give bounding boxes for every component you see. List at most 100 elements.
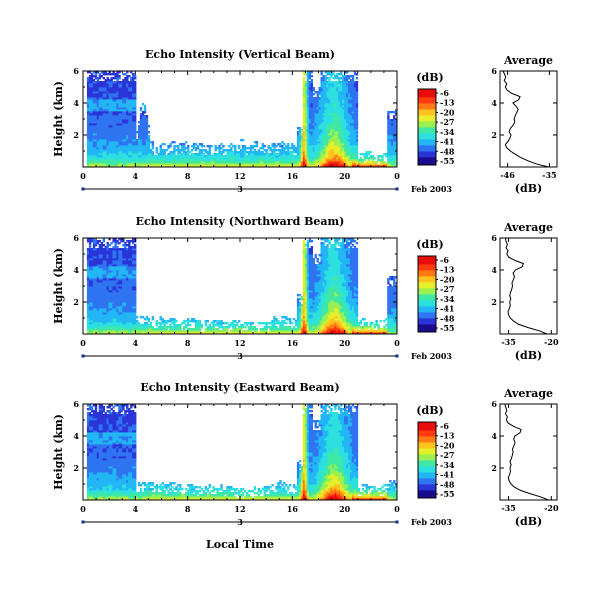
heatmap-cell (126, 141, 129, 144)
heatmap-cell (336, 111, 339, 114)
heatmap-cell (236, 161, 239, 164)
heatmap-cell (328, 153, 331, 156)
heatmap-cell (86, 133, 90, 136)
heatmap-cell (171, 318, 174, 321)
heatmap-cell (155, 157, 158, 160)
heatmap-cell (143, 157, 147, 160)
heatmap-cell (218, 161, 221, 164)
heatmap-cell (314, 115, 317, 118)
heatmap-cell (306, 139, 310, 142)
heatmap-cell (214, 149, 217, 152)
heatmap-cell (102, 129, 105, 132)
heatmap-cell (349, 145, 353, 148)
heatmap-cell (141, 145, 145, 148)
heatmap-cell (389, 141, 392, 144)
heatmap-cell (298, 151, 302, 154)
heatmap-cell (100, 324, 104, 327)
heatmap-cell (92, 123, 96, 126)
heatmap-cell (126, 101, 129, 104)
heatmap-cell (108, 312, 111, 315)
heatmap-cell (88, 312, 92, 315)
heatmap-cell (208, 159, 211, 162)
heatmap-cell (116, 129, 119, 132)
heatmap-cell (92, 71, 96, 74)
heatmap-cell (228, 145, 231, 148)
heatmap-cell (345, 127, 349, 130)
heatmap-cell (322, 151, 325, 154)
heatmap-cell (110, 131, 113, 134)
heatmap-cell (130, 125, 133, 128)
heatmap-cell (118, 250, 121, 253)
heatmap-cell (130, 254, 133, 257)
heatmap-cell (220, 155, 223, 158)
heatmap-cell (128, 75, 131, 78)
heatmap-cell (334, 95, 337, 98)
heatmap-cell (336, 127, 339, 130)
heatmap-cell (375, 161, 378, 164)
heatmap-cell (328, 125, 331, 128)
heatmap-cell (86, 103, 90, 106)
heatmap-cell (312, 149, 315, 152)
heatmap-cell (98, 127, 102, 130)
heatmap-cell (355, 77, 359, 80)
heatmap-cell (102, 91, 105, 94)
heatmap-cell (253, 165, 257, 168)
heatmap-cell (128, 266, 131, 269)
heatmap-cell (302, 99, 306, 102)
heatmap-cell (110, 288, 113, 291)
heatmap-cell (102, 250, 105, 253)
heatmap-cell (88, 268, 92, 271)
heatmap-cell (116, 240, 119, 243)
heatmap-cell (328, 151, 331, 154)
heatmap-cell (98, 294, 102, 297)
heatmap-cell (108, 304, 111, 307)
heatmap-cell (88, 324, 92, 327)
heatmap-cell (334, 131, 337, 134)
heatmap-cell (118, 292, 121, 295)
heatmap-cell (134, 155, 137, 158)
heatmap-cell (318, 163, 321, 166)
heatmap-cell (90, 119, 94, 122)
heatmap-cell (98, 290, 102, 293)
heatmap-cell (192, 155, 196, 158)
heatmap-cell (183, 165, 186, 168)
heatmap-cell (324, 127, 327, 130)
heatmap-cell (98, 316, 102, 319)
heatmap-cell (318, 111, 321, 114)
heatmap-cell (106, 105, 109, 108)
heatmap-cell (124, 278, 127, 281)
heatmap-cell (393, 135, 396, 138)
heatmap-cell (265, 165, 268, 168)
heatmap-cell (86, 161, 90, 164)
heatmap-cell (118, 91, 121, 94)
colorbar-segment (418, 149, 436, 152)
heatmap-cell (318, 131, 321, 134)
heatmap-cell (90, 125, 94, 128)
heatmap-cell (308, 71, 312, 74)
heatmap-cell (108, 296, 111, 299)
heatmap-cell (342, 121, 345, 124)
heatmap-cell (106, 280, 109, 283)
heatmap-cell (114, 278, 117, 281)
heatmap-cell (279, 145, 282, 148)
heatmap-cell (340, 95, 343, 98)
heatmap-cell (94, 272, 98, 275)
heatmap-cell (269, 163, 272, 166)
heatmap-cell (345, 87, 349, 90)
heatmap-cell (298, 137, 302, 140)
heatmap-cell (183, 151, 186, 154)
heatmap-cell (349, 89, 353, 92)
heatmap-cell (289, 161, 292, 164)
heatmap-cell (247, 157, 251, 160)
heatmap-cell (349, 143, 353, 146)
heatmap-cell (310, 139, 314, 142)
heatmap-cell (167, 161, 170, 164)
heatmap-cell (320, 137, 323, 140)
heatmap-cell (90, 320, 94, 323)
heatmap-cell (391, 137, 394, 140)
heatmap-cell (137, 322, 141, 325)
heatmap-cell (118, 326, 121, 329)
heatmap-cell (88, 121, 92, 124)
heatmap-cell (259, 165, 262, 168)
heatmap-cell (139, 125, 143, 128)
